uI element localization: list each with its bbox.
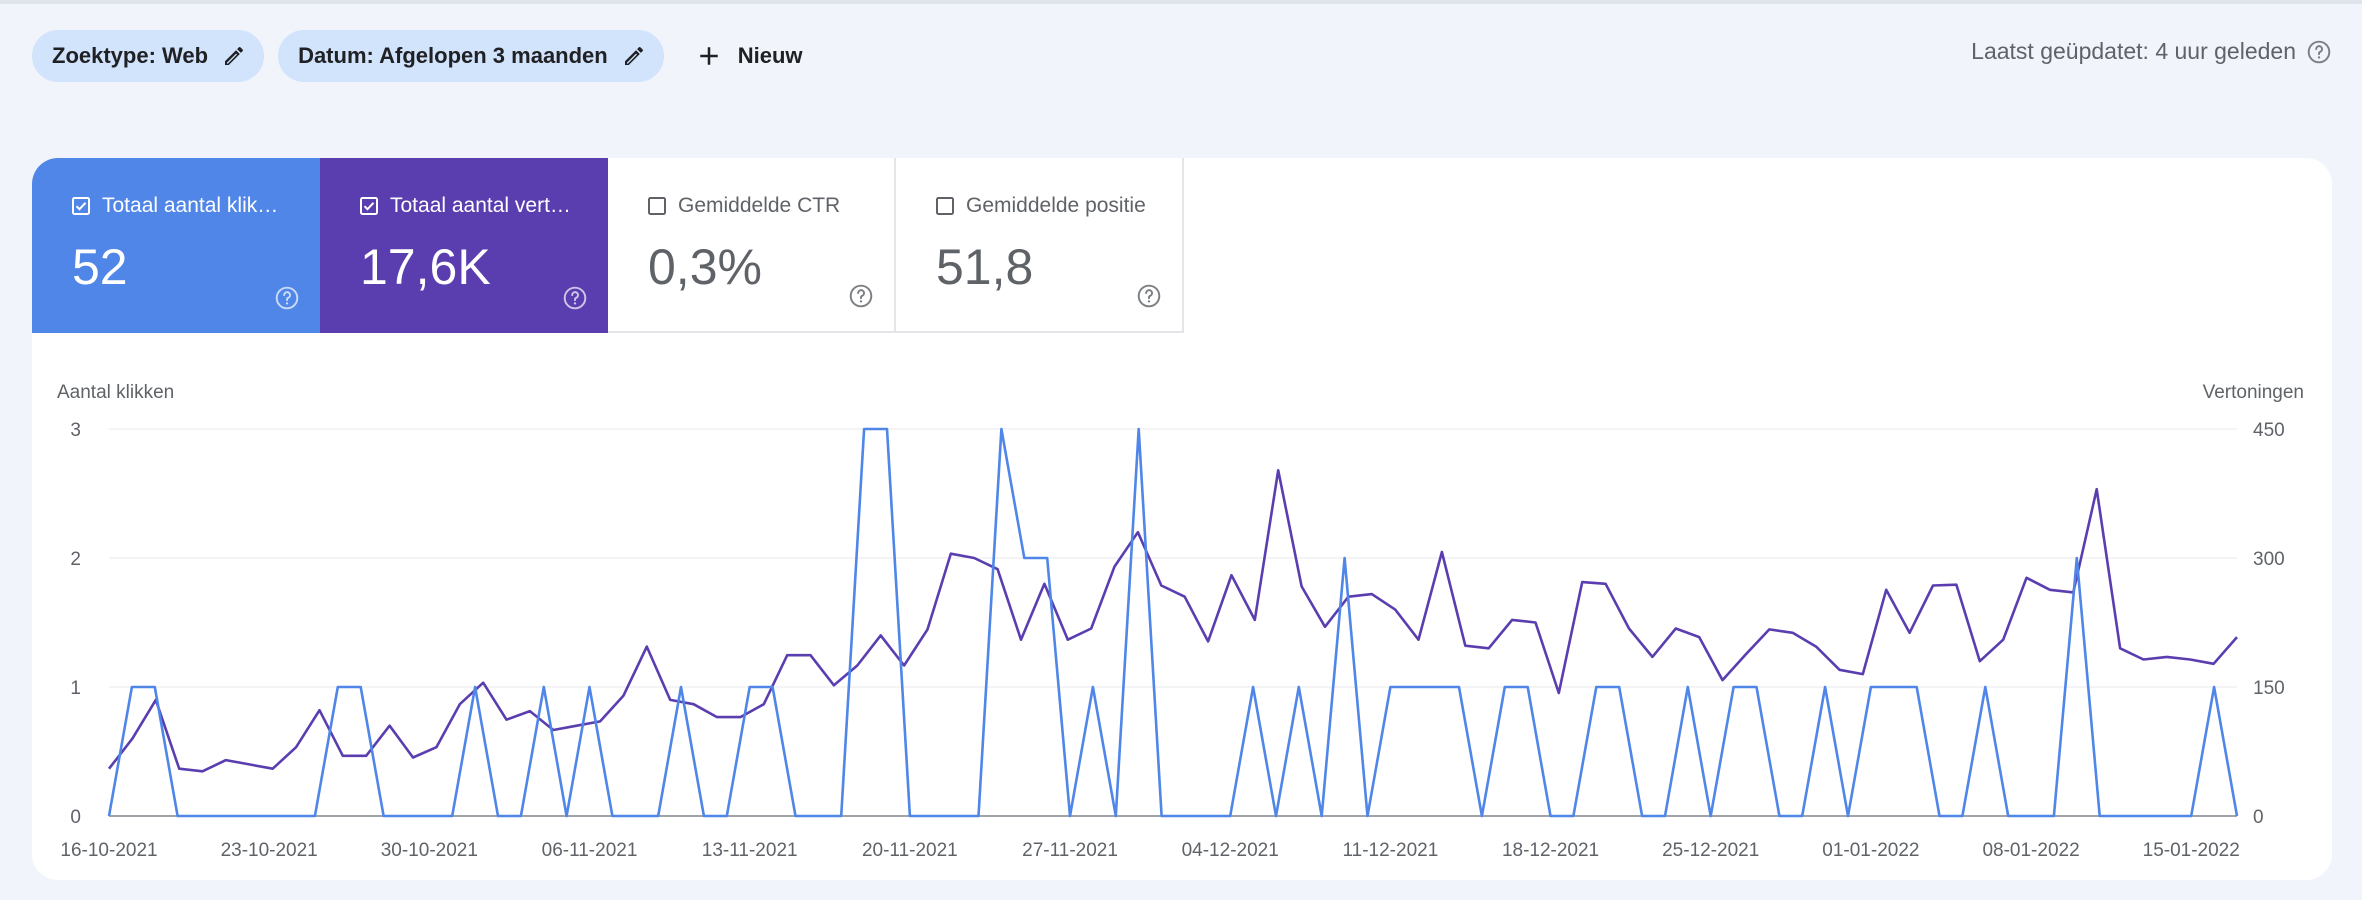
x-tick-label: 27-11-2021: [1022, 840, 1118, 861]
x-tick-label: 23-10-2021: [221, 840, 318, 861]
date-filter-label: Datum: Afgelopen 3 maanden: [298, 43, 608, 68]
metric-value: 51,8: [936, 239, 1034, 295]
metric-total-impressions[interactable]: Totaal aantal vert… 17,6K: [320, 158, 608, 333]
clicks-series-line: [107, 427, 2239, 818]
y-left-tick-label: 2: [70, 549, 81, 570]
y-left-tick-label: 0: [70, 807, 81, 828]
y-left-tick-label: 3: [70, 420, 81, 441]
pencil-icon[interactable]: [622, 44, 646, 68]
help-circle-icon[interactable]: [562, 285, 588, 311]
last-updated: Laatst geüpdatet: 4 uur geleden: [1971, 38, 2332, 65]
y-right-axis-title: Vertoningen: [2203, 382, 2304, 403]
metric-label: Gemiddelde CTR: [678, 194, 841, 217]
performance-chart: Aantal klikken Vertoningen 0 0 1 150 2 300 3 45…: [32, 333, 2332, 880]
x-tick-label: 30-10-2021: [381, 840, 478, 861]
y-right-tick-label: 450: [2253, 420, 2285, 441]
metric-label: Totaal aantal vert…: [390, 194, 571, 217]
metric-value: 0,3%: [648, 239, 762, 295]
help-circle-icon[interactable]: [274, 285, 300, 311]
metric-total-clicks[interactable]: Totaal aantal klik… 52: [32, 158, 320, 333]
help-circle-icon[interactable]: [1136, 283, 1162, 309]
x-tick-label: 18-12-2021: [1502, 840, 1599, 861]
x-tick-label: 08-01-2022: [1982, 840, 2079, 861]
checkbox-checked-icon[interactable]: [360, 197, 378, 215]
y-left-axis-title: Aantal klikken: [57, 382, 174, 403]
search-type-filter-label: Zoektype: Web: [52, 43, 209, 68]
x-tick-label: 04-12-2021: [1182, 840, 1279, 861]
impressions-series-line: [107, 469, 2238, 773]
metric-label: Gemiddelde positie: [966, 194, 1146, 217]
last-updated-text: Laatst geüpdatet: 4 uur geleden: [1971, 38, 2296, 64]
x-tick-label: 13-11-2021: [702, 840, 798, 861]
y-right-tick-label: 300: [2253, 549, 2285, 570]
new-filter-button[interactable]: Nieuw: [678, 30, 819, 82]
x-tick-label: 15-01-2022: [2143, 840, 2240, 861]
metric-average-position[interactable]: Gemiddelde positie 51,8: [896, 158, 1184, 333]
chart-svg: Aantal klikken Vertoningen 0 0 1 150 2 300 3 45…: [57, 382, 2304, 861]
performance-card: Totaal aantal klik… 52 Totaal aantal ver…: [32, 158, 2332, 880]
chart-y-ticks: 0 0 1 150 2 300 3 450: [70, 420, 2284, 828]
x-tick-label: 06-11-2021: [542, 840, 638, 861]
search-type-filter-chip[interactable]: Zoektype: Web: [32, 30, 265, 82]
plus-icon: [699, 47, 718, 65]
metric-value: 17,6K: [360, 239, 491, 295]
checkbox-checked-icon[interactable]: [72, 197, 90, 215]
y-left-tick-label: 1: [70, 678, 81, 699]
new-filter-label: Nieuw: [737, 43, 803, 68]
y-right-tick-label: 150: [2253, 678, 2285, 699]
date-filter-chip[interactable]: Datum: Afgelopen 3 maanden: [278, 30, 664, 82]
metric-average-ctr[interactable]: Gemiddelde CTR 0,3%: [608, 158, 896, 333]
x-tick-label: 01-01-2022: [1822, 840, 1919, 861]
chart-gridlines: [109, 428, 2237, 817]
help-circle-icon[interactable]: [848, 283, 874, 309]
x-tick-label: 20-11-2021: [862, 840, 958, 861]
pencil-icon[interactable]: [222, 44, 246, 68]
metric-label: Totaal aantal klik…: [102, 194, 279, 217]
metric-value: 52: [72, 239, 128, 295]
y-right-tick-label: 0: [2253, 807, 2264, 828]
chart-x-ticks: 16-10-2021 23-10-2021 30-10-2021 06-11-2021…: [60, 840, 2239, 861]
x-tick-label: 11-12-2021: [1342, 840, 1438, 861]
metric-tiles: Totaal aantal klik… 52 Totaal aantal ver…: [32, 158, 1184, 333]
top-divider: [0, 0, 2362, 4]
x-tick-label: 16-10-2021: [60, 840, 157, 861]
chart-series: [107, 427, 2239, 818]
checkbox-unchecked-icon[interactable]: [936, 197, 954, 215]
filter-bar: Zoektype: Web Datum: Afgelopen 3 maanden…: [32, 30, 819, 82]
help-circle-icon[interactable]: [2306, 39, 2332, 65]
checkbox-unchecked-icon[interactable]: [648, 197, 666, 215]
x-tick-label: 25-12-2021: [1662, 840, 1759, 861]
